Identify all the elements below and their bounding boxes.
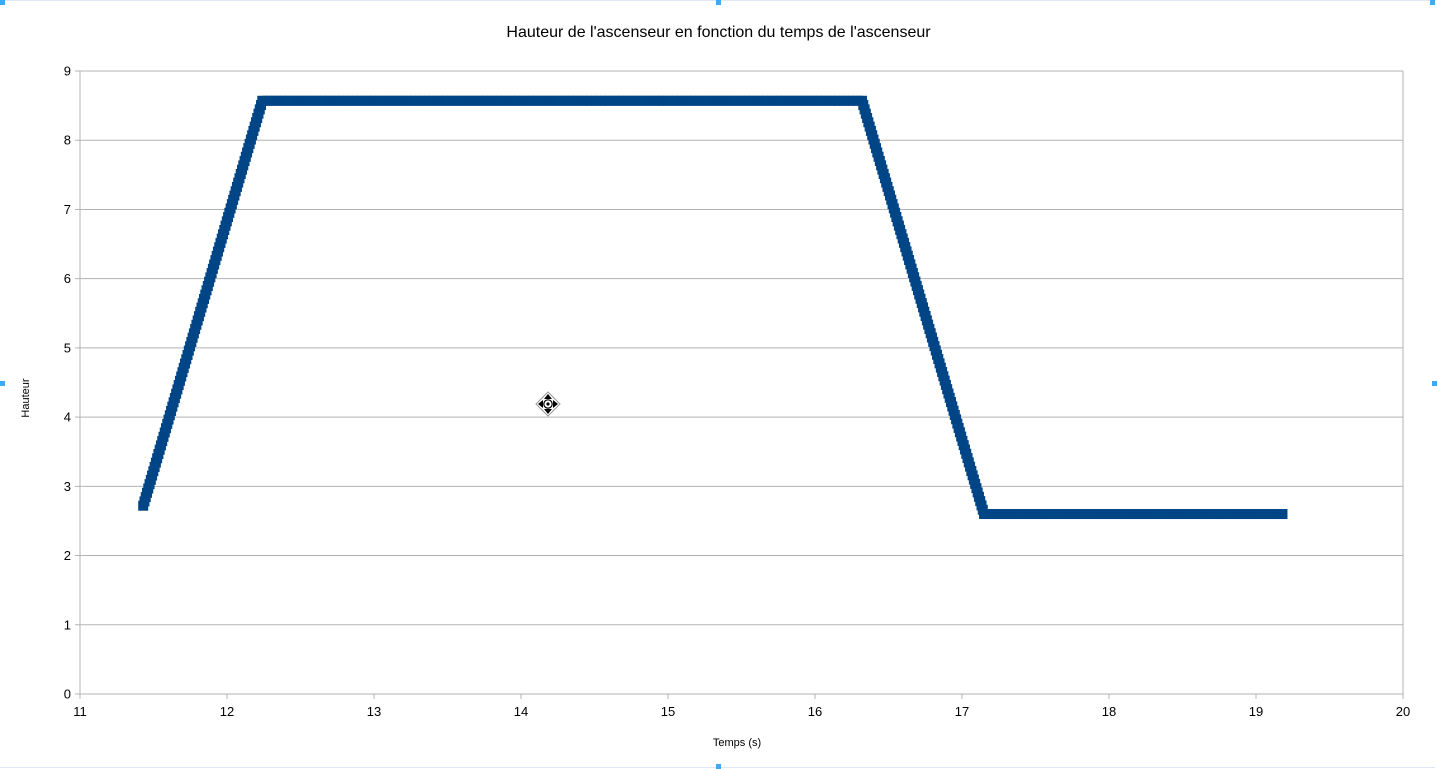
x-tick-13: 13 (367, 704, 381, 719)
selection-handle-bottom-center[interactable] (716, 764, 721, 769)
x-tick-20: 20 (1396, 704, 1410, 719)
selection-handle-top-right[interactable] (1430, 0, 1435, 5)
x-tick-labels: 11 12 13 14 15 16 17 18 19 20 (73, 704, 1410, 719)
y-tick-0: 0 (64, 687, 71, 702)
x-tick-11: 11 (73, 704, 87, 719)
y-tick-labels: 0 1 2 3 4 5 6 7 8 9 (64, 64, 71, 702)
x-tick-19: 19 (1249, 704, 1263, 719)
y-tick-3: 3 (64, 479, 71, 494)
grid-lines (75, 70, 1403, 695)
x-tick-15: 15 (661, 704, 675, 719)
x-tick-17: 17 (955, 704, 969, 719)
x-axis-label: Temps (s) (712, 737, 762, 749)
y-tick-5: 5 (64, 340, 71, 355)
y-tick-9: 9 (64, 64, 71, 79)
x-tick-18: 18 (1102, 704, 1116, 719)
chart-title: Hauteur de l'ascenseur en fonction du te… (506, 24, 931, 41)
y-tick-1: 1 (64, 617, 71, 632)
axes (79, 71, 1404, 699)
y-tick-8: 8 (64, 133, 71, 148)
y-tick-4: 4 (64, 410, 71, 425)
data-series (138, 95, 1288, 520)
selection-handle-middle-right[interactable] (1432, 381, 1437, 386)
selection-handle-middle-left[interactable] (0, 381, 5, 386)
x-tick-16: 16 (808, 704, 822, 719)
selection-handle-top-left[interactable] (0, 0, 5, 5)
x-tick-14: 14 (514, 704, 528, 719)
x-tick-12: 12 (220, 704, 234, 719)
selection-handle-top-center[interactable] (716, 0, 721, 5)
move-cursor-icon (535, 391, 561, 417)
y-tick-7: 7 (64, 202, 71, 217)
series-0 (138, 95, 1288, 520)
data-point-389 (1277, 509, 1288, 520)
y-tick-6: 6 (64, 271, 71, 286)
y-tick-2: 2 (64, 548, 71, 563)
